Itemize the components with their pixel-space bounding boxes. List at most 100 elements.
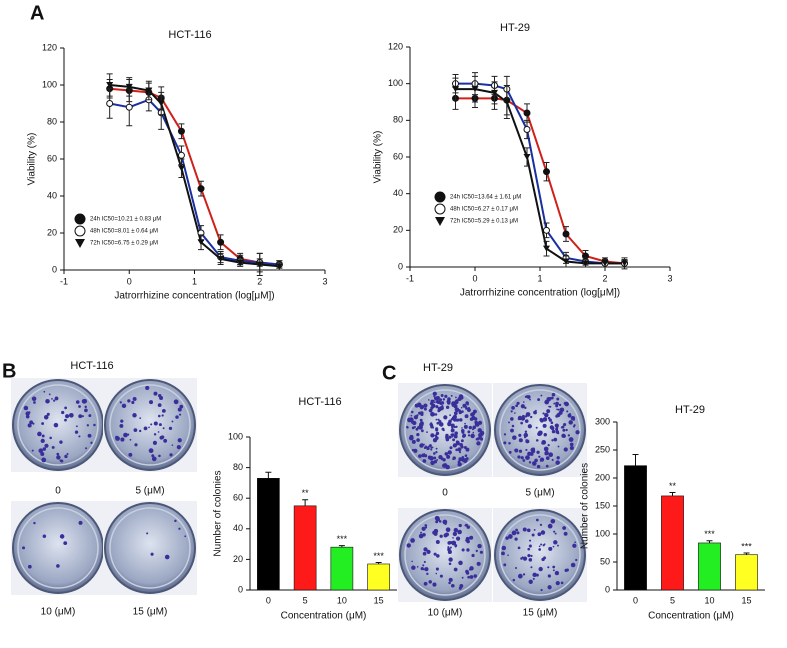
colony <box>575 430 580 435</box>
error-bar <box>302 499 309 506</box>
colony <box>29 420 34 425</box>
colony <box>442 463 447 468</box>
colony <box>159 395 164 400</box>
colony <box>524 406 527 409</box>
colony <box>445 527 451 532</box>
colony <box>444 452 449 456</box>
colony <box>435 451 438 454</box>
colony <box>516 401 520 405</box>
significance: *** <box>373 551 384 561</box>
colony <box>553 530 556 533</box>
colony <box>40 451 45 456</box>
colony <box>573 424 576 427</box>
colony <box>411 565 416 570</box>
colony <box>93 423 96 427</box>
colony <box>161 409 166 413</box>
colony <box>560 581 564 585</box>
colony <box>451 426 454 429</box>
colony <box>520 421 523 425</box>
colony <box>59 459 62 462</box>
colony <box>463 424 468 429</box>
colony <box>451 540 457 546</box>
colony <box>527 451 532 456</box>
colony <box>568 437 574 442</box>
panel-letter: A <box>30 2 44 24</box>
colony <box>420 412 424 416</box>
marker <box>106 100 114 107</box>
colony <box>528 579 533 584</box>
colony <box>139 417 142 419</box>
colony <box>455 536 461 541</box>
plate-rim <box>109 507 191 589</box>
colony <box>574 541 577 544</box>
colony <box>471 415 476 421</box>
colony <box>465 457 469 460</box>
colony <box>33 401 36 404</box>
colony <box>532 577 535 580</box>
colony <box>449 446 453 450</box>
colony <box>131 400 135 405</box>
colony <box>544 451 549 456</box>
colony <box>151 454 155 458</box>
colony <box>540 543 543 546</box>
colony <box>439 534 443 538</box>
colony <box>447 541 452 545</box>
colony <box>175 415 179 419</box>
marker <box>217 238 225 246</box>
colony <box>552 565 556 569</box>
colony <box>420 407 423 410</box>
colony <box>540 530 546 535</box>
plate <box>104 502 196 594</box>
colony <box>535 409 537 412</box>
colony <box>475 549 478 553</box>
y-tick-label: 60 <box>233 493 243 503</box>
colony <box>547 585 552 590</box>
colony <box>438 422 444 427</box>
fit-curve <box>109 87 280 266</box>
colony <box>42 534 47 538</box>
colony <box>460 406 463 409</box>
colony <box>542 423 547 428</box>
fit-curve <box>109 98 280 266</box>
colony <box>517 455 521 459</box>
significance: ** <box>302 488 310 498</box>
colony <box>138 429 142 433</box>
colony <box>537 431 542 437</box>
colony <box>432 582 437 587</box>
x-axis-label: Jatrorrhizine concentration (log[μM]) <box>460 288 620 299</box>
colony <box>438 420 442 424</box>
colony <box>558 410 563 415</box>
colony <box>432 438 438 443</box>
colony <box>444 532 449 537</box>
colony <box>450 433 453 436</box>
colony <box>472 409 477 414</box>
colony <box>54 396 59 401</box>
colony <box>64 418 67 422</box>
colony <box>525 455 530 461</box>
plate-rim <box>17 507 99 589</box>
colony <box>552 545 555 548</box>
colony <box>518 438 523 443</box>
error-bar <box>669 492 676 496</box>
plate-rim <box>17 384 99 466</box>
colony <box>510 417 514 421</box>
colony <box>132 397 137 401</box>
colony <box>153 421 158 426</box>
colony <box>445 405 450 409</box>
colony <box>178 527 181 530</box>
colony <box>27 423 32 428</box>
colony <box>419 536 421 538</box>
colony <box>517 417 520 421</box>
legend-marker <box>74 213 86 225</box>
colony <box>550 518 556 524</box>
marker <box>197 239 205 246</box>
marker <box>145 87 153 94</box>
colony <box>447 549 452 554</box>
colony <box>465 401 469 405</box>
colony <box>522 556 528 561</box>
colony <box>548 546 553 551</box>
colony <box>426 549 431 554</box>
marker <box>177 165 185 172</box>
colony <box>523 432 529 438</box>
colony <box>168 426 173 431</box>
